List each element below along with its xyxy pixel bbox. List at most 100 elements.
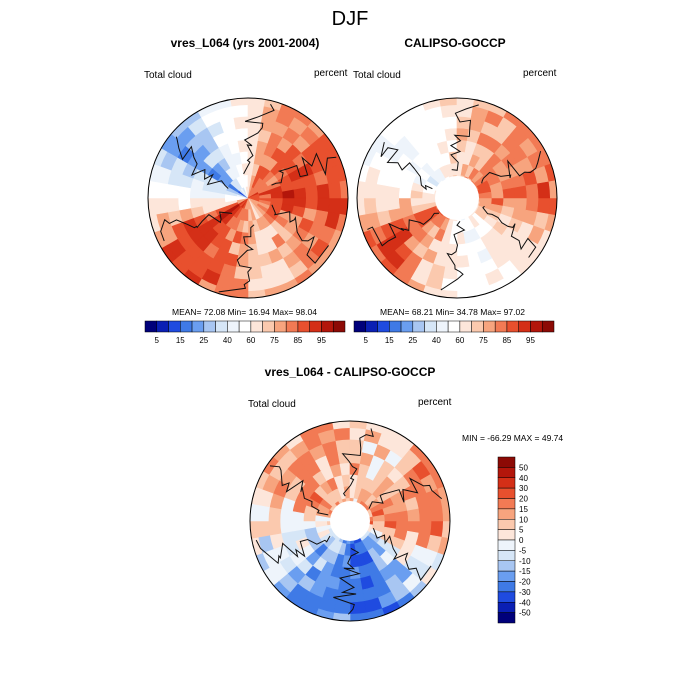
colorbar-box (215, 320, 228, 333)
map-cell (177, 197, 191, 211)
colorbar-tick-label: -50 (519, 609, 531, 618)
colorbar-box (518, 320, 531, 333)
polar-map-3 (249, 420, 451, 622)
map-cell (525, 183, 539, 199)
colorbar-panel1: 5 15 25 40 60 75 85 95 (144, 320, 346, 345)
colorbar-box (459, 320, 472, 333)
map-cell (548, 197, 557, 217)
map-cell (537, 181, 551, 199)
map-cell (256, 520, 270, 538)
panel2-units-label: percent (523, 68, 557, 79)
map-cell (441, 520, 450, 540)
map-cell (333, 427, 351, 441)
colorbar-box (412, 320, 425, 333)
coastline (243, 104, 275, 175)
map-cell (333, 601, 351, 615)
map-boundary-circle (356, 97, 558, 299)
colorbar-tick-label: 75 (270, 336, 279, 345)
map-cell (438, 289, 458, 298)
colorbar-box (497, 519, 516, 530)
map-cell (166, 197, 180, 213)
colorbar-tick-label: 85 (293, 336, 302, 345)
map-cell (293, 187, 307, 199)
map-cell (349, 578, 363, 592)
polar-map-1 (147, 97, 349, 299)
coastline (160, 211, 233, 242)
coastline (449, 104, 479, 171)
map-cell (548, 179, 557, 199)
panel3-units-label: percent (418, 397, 452, 408)
colorbar-tick-label: 25 (408, 336, 417, 345)
panel3-minmax-text: MIN = -66.29 MAX = 49.74 (462, 433, 564, 443)
panel1-max-label: Max= (272, 307, 294, 317)
map-cell (349, 601, 367, 615)
map-cell (395, 510, 409, 522)
map-cell (430, 520, 444, 538)
coastline (372, 528, 432, 582)
colorbar-tick-label: 15 (176, 336, 185, 345)
colorbar-tick-label: 30 (519, 484, 528, 493)
colorbar-tick-label: 5 (155, 336, 160, 345)
map-boundary-circle (147, 97, 349, 299)
panel3-title: vres_L064 - CALIPSO-GOCCP (264, 365, 436, 379)
map-cell (357, 197, 366, 217)
panel3-variable-label: Total cloud (248, 399, 296, 410)
map-cell (418, 520, 432, 536)
colorbar-tick-label: 20 (519, 495, 528, 504)
coastline (440, 220, 466, 291)
map-cell (148, 197, 157, 217)
colorbar-box (497, 550, 516, 561)
map-cell (268, 506, 282, 522)
colorbar-box (332, 320, 346, 333)
map-cell (154, 181, 168, 199)
map-cell (233, 266, 249, 280)
coastline (481, 150, 542, 184)
colorbar-tick-label: 25 (199, 336, 208, 345)
colorbar-box (497, 602, 516, 613)
map-cell (386, 197, 400, 211)
map-cell (456, 116, 472, 130)
colorbar-tick-label: 50 (519, 463, 528, 472)
panel2-min-label: Min= (435, 307, 455, 317)
colorbar-tick-label: 15 (385, 336, 394, 345)
coastline (271, 152, 337, 186)
colorbar-box (353, 320, 367, 333)
panel1-min-label: Min= (227, 307, 247, 317)
coastline (482, 205, 537, 258)
colorbar-box (497, 467, 516, 478)
colorbar-box (436, 320, 449, 333)
map-cell (444, 127, 458, 141)
map-cell (247, 289, 267, 298)
map-cell (398, 197, 412, 209)
map-cell (537, 197, 551, 215)
map-cell (189, 197, 203, 209)
map-cell (229, 98, 249, 107)
colorbar-box (238, 320, 252, 333)
coastline (255, 535, 331, 565)
colorbar-tick-label: 95 (317, 336, 326, 345)
colorbar-box (471, 320, 484, 333)
panel1-min-value: 16.94 (248, 307, 270, 317)
map-cell (438, 98, 458, 107)
map-cell (231, 104, 249, 118)
panel1-max-value: 98.04 (295, 307, 317, 317)
colorbar-box (377, 320, 390, 333)
panel2-variable-label: Total cloud (353, 70, 401, 81)
colorbar-box (447, 320, 461, 333)
coastline (380, 141, 433, 191)
map-cell (291, 520, 305, 532)
colorbar-tick-label: -40 (519, 598, 531, 607)
colorbar-tick-label: 85 (502, 336, 511, 345)
panel2-mean-label: MEAN= (380, 307, 410, 317)
colorbar-box (262, 320, 275, 333)
map-cell (349, 589, 365, 603)
colorbar-box (389, 320, 402, 333)
panel2-max-label: Max= (480, 307, 502, 317)
coastline (341, 428, 374, 497)
map-cell (440, 104, 458, 118)
colorbar-box (506, 320, 519, 333)
map-cell (247, 278, 265, 292)
map-cell (349, 421, 369, 430)
colorbar-box (203, 320, 216, 333)
coastline (271, 204, 329, 264)
